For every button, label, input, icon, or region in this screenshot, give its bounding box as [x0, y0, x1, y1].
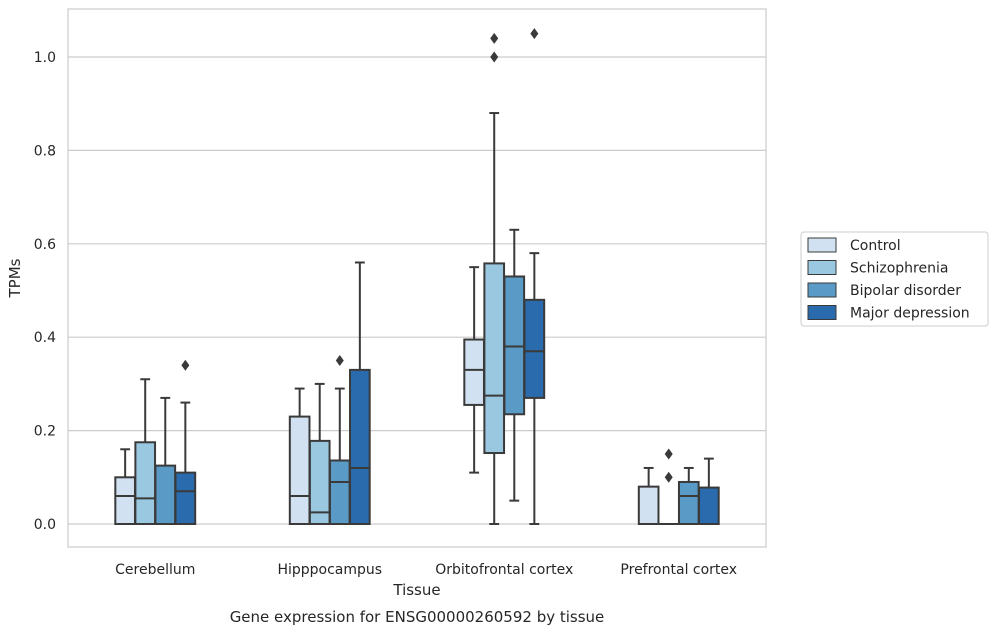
legend-swatch — [807, 260, 837, 275]
outlier-point — [530, 28, 539, 40]
y-tick-label: 0.2 — [34, 424, 56, 440]
legend: Control Schizophrenia Bipolar disorder Majo… — [800, 231, 989, 327]
legend-label: Schizophrenia — [850, 261, 948, 277]
box-3-3 — [698, 457, 720, 526]
outlier-point — [490, 32, 499, 44]
box-1-0 — [134, 378, 157, 525]
box-3-2 — [523, 28, 546, 525]
box-0-0 — [114, 448, 136, 525]
outlier-point — [664, 471, 673, 483]
box-0-3 — [637, 466, 660, 526]
legend-swatch — [807, 282, 837, 298]
box-iqr — [288, 415, 311, 525]
x-tick-label: Cerebellum — [115, 562, 195, 578]
box-iqr — [463, 338, 485, 406]
y-tick-label: 0.4 — [34, 330, 56, 346]
x-tick-label: Hipppocampus — [277, 562, 382, 578]
legend-swatch — [807, 237, 837, 253]
box-iqr — [154, 464, 177, 525]
legend-label: Control — [850, 238, 901, 254]
y-tick-label: 0.8 — [34, 143, 56, 159]
box-2-1 — [328, 355, 351, 526]
legend-label: Major depression — [850, 306, 970, 322]
y-tick-label: 0.6 — [34, 237, 56, 253]
box-iqr — [698, 486, 720, 526]
y-axis-label: TPMs — [6, 258, 24, 298]
outlier-point — [335, 355, 344, 367]
x-tick-labels: Cerebellum Hipppocampus Orbitofrontal cort… — [115, 562, 737, 578]
box-iqr — [174, 471, 197, 526]
legend-frame — [800, 231, 989, 327]
box-iqr — [114, 476, 136, 525]
box-iqr — [677, 480, 700, 525]
box-iqr — [349, 368, 371, 526]
outlier-point — [181, 359, 190, 371]
box-iqr — [134, 441, 157, 525]
y-tick-labels: 0.0 0.2 0.4 0.6 0.8 1.0 — [34, 50, 56, 533]
box-3-0 — [174, 359, 197, 526]
x-axis-label: Tissue — [392, 581, 440, 599]
box-3-1 — [349, 261, 371, 526]
chart-caption: Gene expression for ENSG00000260592 by t… — [230, 608, 605, 626]
box-0-1 — [288, 387, 311, 525]
box-iqr — [637, 485, 660, 526]
box-1-3 — [657, 448, 680, 526]
y-tick-label: 0.0 — [34, 517, 56, 533]
box-2-3 — [677, 466, 700, 525]
x-tick-label: Prefrontal cortex — [620, 562, 737, 578]
plot-area-frame — [67, 8, 767, 548]
box-2-0 — [154, 396, 177, 525]
y-tick-label: 1.0 — [34, 50, 56, 66]
x-tick-label: Orbitofrontal cortex — [435, 562, 573, 578]
outlier-point — [490, 51, 499, 63]
box-iqr — [328, 459, 351, 526]
box-1-1 — [308, 382, 331, 525]
box-iqr — [503, 275, 526, 416]
box-series — [114, 28, 720, 526]
gridlines — [68, 56, 766, 525]
outlier-point — [664, 448, 673, 460]
box-iqr — [523, 298, 546, 399]
box-iqr — [483, 262, 506, 455]
legend-swatch — [807, 305, 837, 320]
box-1-2 — [483, 32, 506, 525]
box-0-2 — [463, 266, 485, 474]
legend-label: Bipolar disorder — [850, 283, 961, 299]
box-2-2 — [503, 228, 526, 502]
